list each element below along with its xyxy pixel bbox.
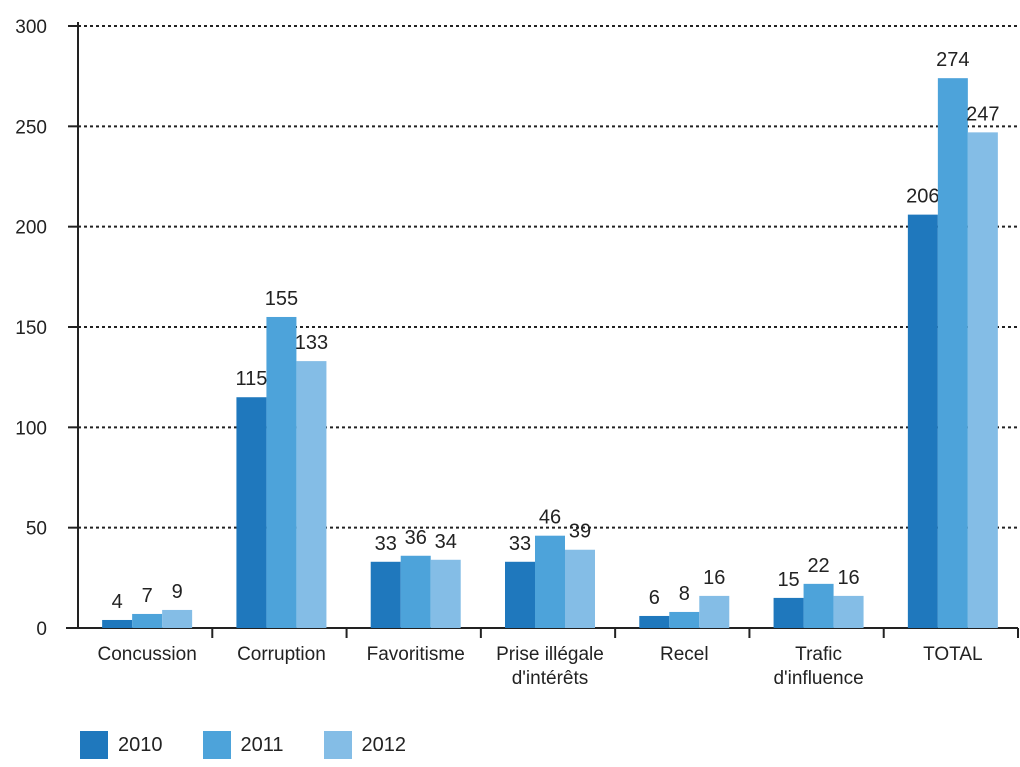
data-label: 22 — [807, 555, 829, 577]
bar-2012 — [162, 609, 193, 628]
bar-2010 — [639, 615, 670, 628]
data-label: 274 — [936, 49, 969, 71]
legend-label: 2012 — [361, 733, 407, 756]
bar-2012 — [296, 361, 327, 628]
y-tick-label: 250 — [15, 117, 47, 138]
x-category-label: Recel — [660, 644, 709, 665]
bar-2012 — [967, 132, 998, 628]
x-category-label: d'influence — [773, 668, 863, 689]
bar-2011 — [937, 78, 968, 628]
bar-2012 — [699, 595, 730, 628]
bar-2011 — [132, 613, 163, 628]
bar-2011 — [400, 555, 431, 628]
legend-swatch — [80, 731, 108, 759]
legend-swatch — [202, 731, 231, 759]
bar-2011 — [535, 535, 565, 628]
data-label: 33 — [509, 533, 531, 555]
x-category-label: Corruption — [237, 644, 326, 665]
data-label: 6 — [649, 587, 660, 609]
bar-2011 — [669, 611, 700, 628]
bar-2010 — [907, 214, 938, 629]
bar-2012 — [430, 559, 461, 628]
legend-item-2011: 2011 — [202, 731, 284, 759]
x-category-label: Prise illégale — [496, 644, 604, 665]
data-label: 133 — [295, 332, 328, 354]
x-category-label: d'intérêts — [512, 668, 589, 689]
bar-2010 — [236, 397, 267, 628]
x-category-label: TOTAL — [923, 644, 982, 665]
data-label: 9 — [172, 581, 183, 603]
bar-2010 — [505, 561, 535, 628]
bar-2010 — [773, 597, 804, 628]
x-category-label: Concussion — [98, 644, 197, 665]
y-tick-label: 50 — [26, 519, 47, 540]
y-tick-label: 100 — [15, 418, 47, 439]
bar-2010 — [370, 561, 401, 628]
y-tick-label: 200 — [15, 218, 47, 239]
legend-label: 2010 — [118, 733, 163, 756]
data-label: 247 — [966, 103, 999, 125]
data-label: 8 — [679, 583, 690, 605]
x-category-label: Trafic — [795, 644, 842, 665]
legend: 2010 2011 2012 — [80, 730, 446, 760]
bar-2011 — [803, 583, 834, 628]
data-label: 4 — [112, 591, 123, 613]
data-label: 33 — [375, 533, 397, 555]
legend-item-2012: 2012 — [323, 731, 407, 759]
bar-2012 — [565, 549, 595, 628]
y-tick-label: 300 — [15, 17, 47, 38]
bar-2010 — [102, 619, 133, 628]
data-label: 39 — [569, 521, 591, 543]
bar-chart: 0 50 100 150 200 250 300 4 7 9 Concussion 115 155 133… — [15, 17, 1019, 689]
x-category-label: Favoritisme — [367, 644, 465, 665]
data-label: 46 — [539, 507, 561, 529]
y-tick-label: 0 — [36, 619, 47, 640]
data-label: 34 — [435, 531, 457, 553]
y-tick-label: 150 — [15, 318, 47, 339]
data-label: 7 — [142, 585, 153, 607]
data-label: 155 — [265, 288, 298, 310]
data-label: 16 — [837, 567, 859, 589]
data-label: 115 — [235, 368, 267, 390]
legend-swatch — [323, 731, 352, 759]
data-label: 36 — [405, 527, 427, 549]
bar-2012 — [833, 595, 864, 628]
legend-item-2010: 2010 — [80, 731, 163, 759]
data-label: 16 — [703, 567, 725, 589]
legend-label: 2011 — [240, 733, 284, 756]
data-label: 15 — [777, 569, 799, 591]
data-label: 206 — [906, 186, 939, 208]
bar-2011 — [266, 316, 297, 628]
